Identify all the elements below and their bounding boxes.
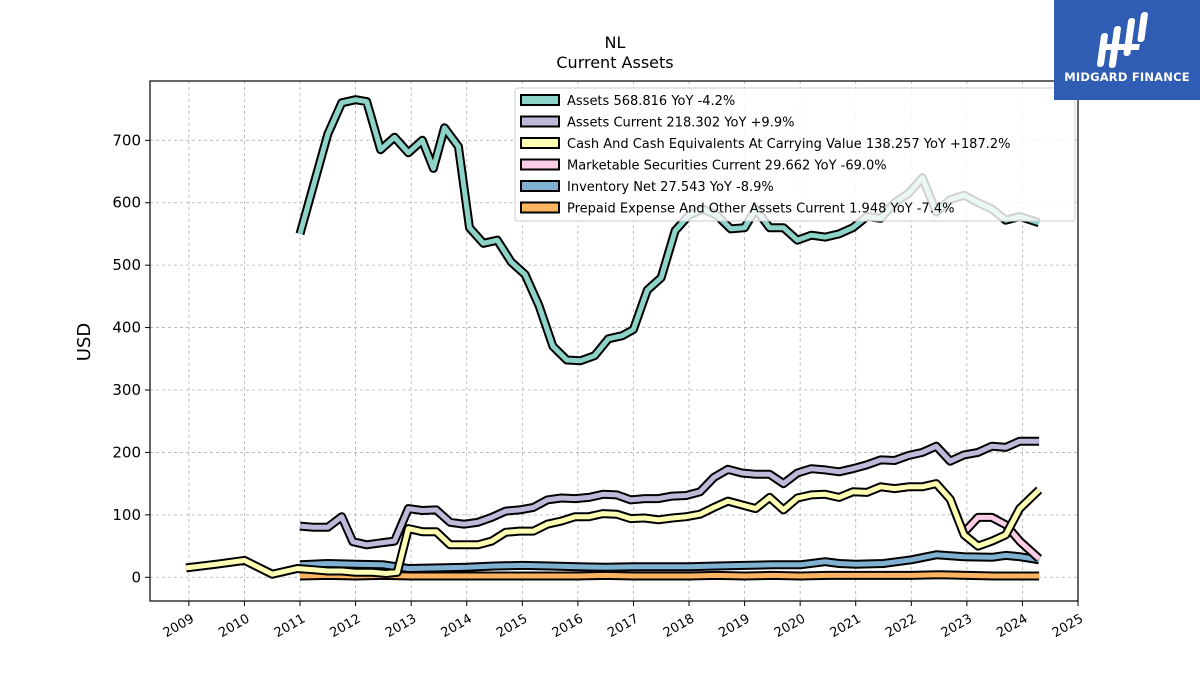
series-line <box>299 552 1040 571</box>
x-tick-label: 2010 <box>216 611 252 641</box>
x-tick-label: 2017 <box>605 611 641 641</box>
x-tick-label: 2025 <box>1050 611 1086 641</box>
legend-swatch <box>520 158 560 171</box>
chart-subtitle: Current Assets <box>556 53 673 72</box>
x-tick-label: 2018 <box>661 611 697 641</box>
legend-entry: Cash And Cash Equivalents At Carrying Va… <box>567 137 1010 152</box>
legend-entry: Marketable Securities Current 29.662 YoY… <box>567 159 887 174</box>
logo-text: MIDGARD FINANCE <box>1064 70 1190 84</box>
x-tick-label: 2014 <box>439 611 475 641</box>
series-line <box>299 438 1040 548</box>
y-tick-label: 300 <box>112 381 141 399</box>
x-tick-label: 2015 <box>494 611 530 641</box>
legend-entry: Prepaid Expense And Other Assets Current… <box>567 202 954 217</box>
x-tick-label: 2023 <box>939 611 975 641</box>
legend-swatch <box>520 137 560 149</box>
series-line <box>962 514 1041 561</box>
legend-entry: Assets 568.816 YoY -4.2% <box>567 94 735 109</box>
x-tick-label: 2020 <box>772 611 808 641</box>
series-marketable-securities-current <box>960 512 1043 562</box>
y-tick-label: 400 <box>112 319 141 337</box>
series-inventory-net <box>299 550 1040 573</box>
logo-mark-icon <box>1096 12 1148 68</box>
x-tick-label: 2022 <box>883 611 919 641</box>
y-tick-label: 200 <box>112 443 141 461</box>
series-line <box>185 481 1041 577</box>
legend: Assets 568.816 YoY -4.2% Assets Current 2… <box>514 87 1076 222</box>
x-tick-label: 2024 <box>994 611 1030 641</box>
legend-swatch <box>520 94 560 106</box>
x-tick-label: 2013 <box>383 611 419 641</box>
series-cash-and-cash-equivalents-at-carrying-value <box>185 479 1043 579</box>
y-tick-label: 700 <box>112 131 141 149</box>
x-tick-label: 2016 <box>550 611 586 641</box>
y-tick-label: 600 <box>112 194 141 212</box>
legend-swatch <box>520 201 560 214</box>
x-tick-label: 2009 <box>161 611 197 641</box>
x-tick-label: 2019 <box>716 611 752 641</box>
legend-box <box>514 87 1076 222</box>
y-axis-label: USD <box>74 323 95 361</box>
midgard-finance-logo: MIDGARD FINANCE <box>1054 0 1200 100</box>
plot-frame <box>149 80 1079 602</box>
legend-swatch <box>520 115 560 128</box>
y-tick-label: 100 <box>112 506 141 524</box>
series-line <box>299 572 1040 579</box>
series-assets-current <box>299 436 1040 550</box>
x-tick-label: 2021 <box>828 611 864 641</box>
legend-entry: Inventory Net 27.543 YoY -8.9% <box>567 180 774 195</box>
x-tick-label: 2012 <box>327 611 363 641</box>
x-tick-label: 2011 <box>272 611 308 641</box>
legend-swatch <box>520 180 560 192</box>
legend-entry: Assets Current 218.302 YoY +9.9% <box>567 116 794 131</box>
y-tick-label: 500 <box>112 256 141 274</box>
series-prepaid-expense-and-other-assets-current <box>299 570 1040 581</box>
chart-title: NL <box>605 33 626 52</box>
y-tick-label: 0 <box>131 568 141 586</box>
